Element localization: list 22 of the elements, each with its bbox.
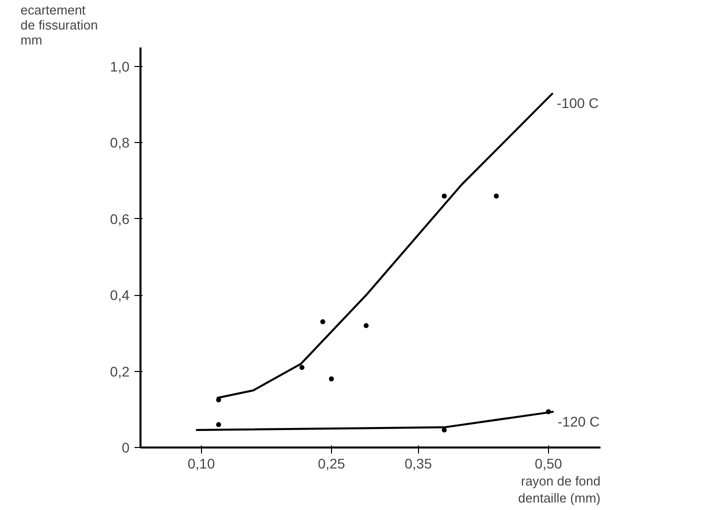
y-tick-label: 1,0 bbox=[110, 58, 130, 75]
point bbox=[442, 194, 447, 199]
y-tick-label: 0,8 bbox=[110, 134, 130, 151]
point bbox=[328, 376, 334, 382]
point bbox=[216, 422, 222, 428]
x-tick-label: 0,50 bbox=[534, 456, 562, 472]
y-tick-label: 0,2 bbox=[110, 363, 130, 380]
series-label: -100 C bbox=[556, 95, 599, 112]
y-tick-label: 0,4 bbox=[110, 287, 130, 304]
point bbox=[546, 409, 551, 414]
point bbox=[299, 365, 304, 370]
x-axis-title: rayon de fond dentaille (mm) bbox=[518, 474, 601, 506]
series-label: -120 C bbox=[558, 414, 600, 430]
point bbox=[320, 319, 326, 324]
x-tick-label: 0,10 bbox=[188, 456, 216, 472]
y-axis-title: ecartement de fissuration mm bbox=[20, 2, 98, 48]
y-tick-label: 0,6 bbox=[110, 210, 130, 227]
point bbox=[494, 194, 499, 199]
y-tick-label: 0 bbox=[122, 440, 130, 456]
point bbox=[364, 323, 369, 328]
x-tick-label: 0,35 bbox=[404, 456, 432, 472]
x-tick-label: 0,25 bbox=[318, 456, 346, 472]
